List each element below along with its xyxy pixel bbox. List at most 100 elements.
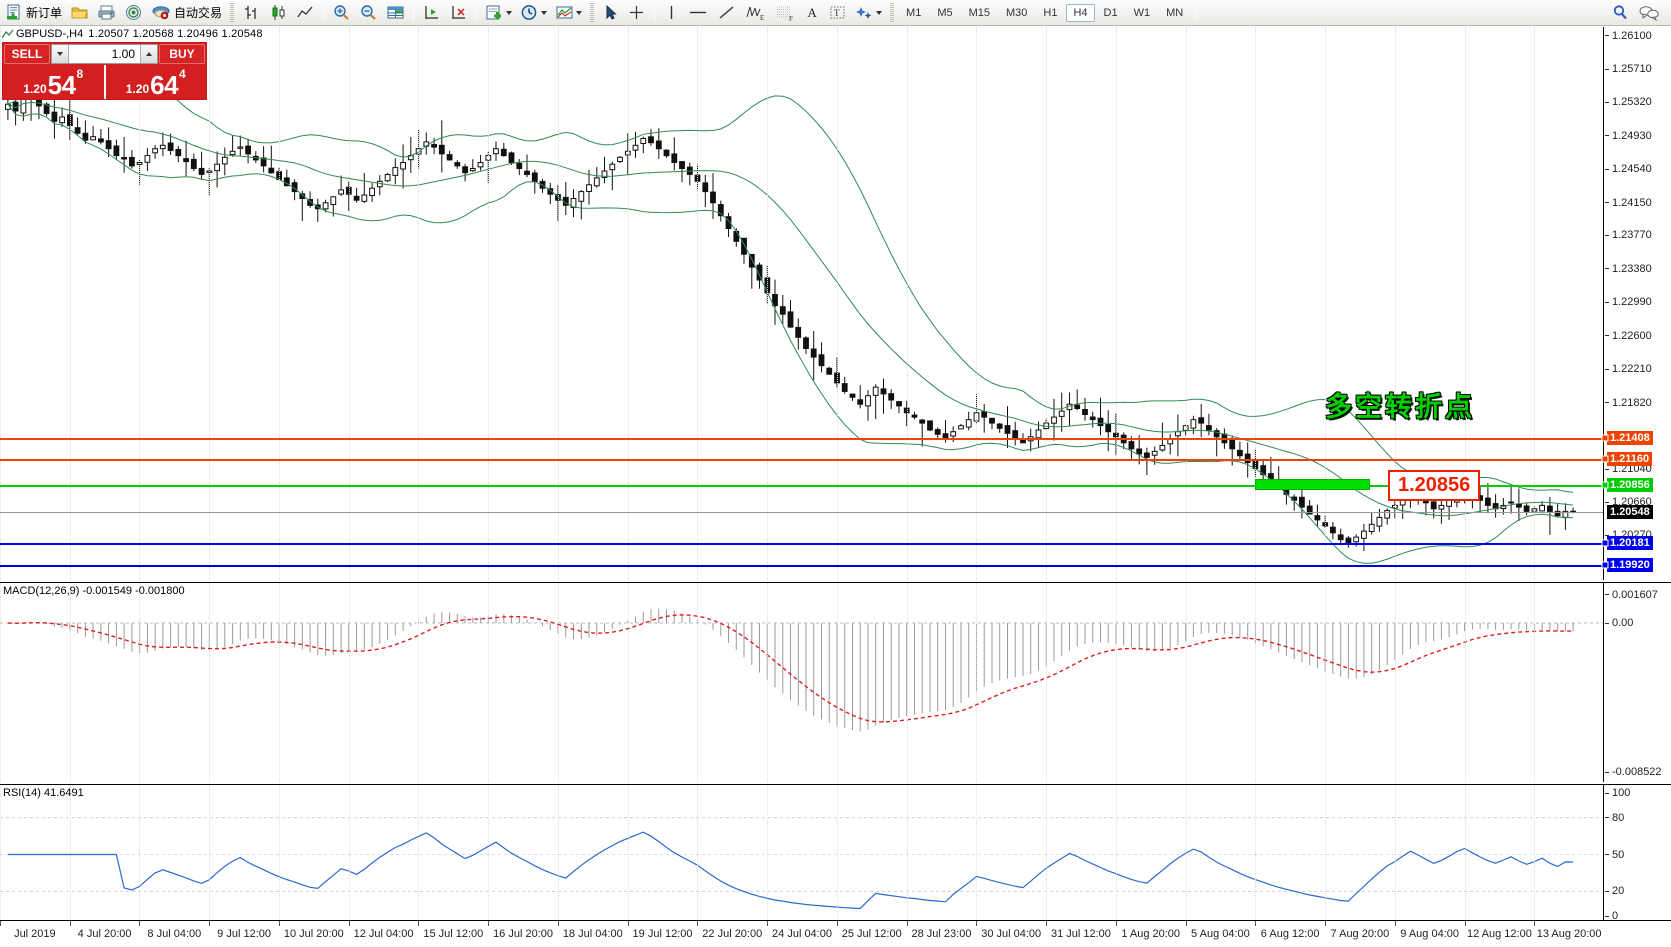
timeframe-m1[interactable]: M1: [906, 6, 922, 19]
highlight-box: [1255, 479, 1370, 491]
level-line-pivot[interactable]: [0, 485, 1603, 488]
rsi-plot[interactable]: RSI(14) 41.6491: [0, 785, 1604, 924]
buy-price-display[interactable]: 1.20 64 4: [103, 65, 207, 99]
sell-price-display[interactable]: 1.20 54 8: [3, 65, 104, 99]
vertical-gridline: [1255, 27, 1257, 580]
chart-area[interactable]: 多空转折点 1.26100 1.25710 1.25320 1.24930 1.2454…: [0, 27, 1671, 947]
period-dropdown-arrow[interactable]: [541, 10, 548, 15]
vertical-gridline: [278, 27, 280, 580]
macd-plot[interactable]: MACD(12,26,9) -0.001549 -0.001800: [0, 583, 1604, 782]
indicator-button[interactable]: [552, 2, 585, 24]
vertical-gridline: [1115, 583, 1117, 782]
time-tick-label: 4 Jul 20:00: [77, 928, 132, 940]
vertical-line-button[interactable]: [660, 2, 682, 24]
level-line-resistance[interactable]: [0, 459, 1603, 462]
new-order-label: 新订单: [26, 6, 63, 20]
autoscroll-button[interactable]: [446, 2, 471, 24]
rsi-pane[interactable]: RSI(14) 41.6491 100 80 50 20 0: [0, 784, 1671, 924]
time-tick-label: 30 Jul 04:00: [981, 928, 1042, 940]
text-button[interactable]: A: [801, 2, 823, 24]
trendline-button[interactable]: [714, 2, 739, 24]
text-label-button[interactable]: T: [825, 2, 850, 24]
print-button[interactable]: [94, 2, 119, 24]
volume-decrease-button[interactable]: [52, 45, 69, 63]
line-chart-button[interactable]: [293, 2, 318, 24]
elliott-wave-button[interactable]: E: [741, 2, 769, 24]
time-tick-mark: [418, 921, 420, 926]
period-button[interactable]: [517, 2, 550, 24]
expert-advisor-button[interactable]: 自动交易: [148, 2, 225, 24]
crosshair-button[interactable]: [624, 2, 649, 24]
vertical-gridline: [697, 27, 699, 580]
toolbar-grip-3[interactable]: [890, 3, 895, 22]
shapes-dropdown-arrow[interactable]: [876, 10, 883, 15]
zoom-in-button[interactable]: [329, 2, 354, 24]
price-pane[interactable]: 多空转折点 1.26100 1.25710 1.25320 1.24930 1.2454…: [0, 27, 1671, 580]
search-button[interactable]: [1608, 2, 1633, 24]
price-axis[interactable]: 1.26100 1.25710 1.25320 1.24930 1.24540 1.241…: [1601, 27, 1671, 580]
volume-stepper[interactable]: 1.00: [51, 44, 158, 64]
level-line-support[interactable]: [0, 543, 1603, 546]
vertical-gridline: [418, 27, 420, 580]
volume-value[interactable]: 1.00: [69, 45, 140, 63]
time-tick-mark: [1255, 921, 1257, 926]
timeframe-m5[interactable]: M5: [937, 6, 953, 19]
vertical-gridline: [1046, 583, 1048, 782]
time-axis[interactable]: Jul 2019 4 Jul 20:00 8 Jul 04:00 9 Jul 12:0…: [0, 920, 1671, 947]
buy-button[interactable]: BUY: [159, 44, 205, 64]
bar-chart-button[interactable]: [239, 2, 264, 24]
macd-pane[interactable]: MACD(12,26,9) -0.001549 -0.001800 0.0016…: [0, 582, 1671, 782]
time-tick-label: 25 Jul 12:00: [841, 928, 902, 940]
chat-button[interactable]: [1635, 2, 1663, 24]
time-tick-label: 15 Jul 12:00: [423, 928, 484, 940]
toolbar-separator-5: [1195, 3, 1197, 22]
fibonacci-button[interactable]: F: [771, 2, 799, 24]
price-chart-svg: [5, 73, 1576, 564]
level-line-support[interactable]: [0, 565, 1603, 568]
horizontal-line-button[interactable]: [684, 2, 712, 24]
timeframe-h4[interactable]: H4: [1066, 3, 1095, 22]
data-window-button[interactable]: [383, 2, 408, 24]
level-handle[interactable]: [1601, 455, 1609, 463]
chart-shift-button[interactable]: [419, 2, 444, 24]
symbol-ohlc: 1.20507 1.20568 1.20496 1.20548: [88, 28, 263, 40]
template-button[interactable]: [482, 2, 515, 24]
chart-window-icon: [2, 29, 14, 38]
toolbar-grip[interactable]: [230, 3, 235, 22]
time-tick-mark: [836, 921, 838, 926]
toolbar-separator-2: [413, 3, 415, 22]
indicator-dropdown-arrow[interactable]: [576, 10, 583, 15]
timeframe-w1[interactable]: W1: [1133, 6, 1151, 19]
autoscroll-icon: [452, 6, 466, 19]
timeframe-d1[interactable]: D1: [1103, 6, 1118, 19]
volume-increase-button[interactable]: [140, 45, 157, 63]
new-order-button[interactable]: 新订单: [3, 2, 65, 24]
template-dropdown-arrow[interactable]: [506, 10, 513, 15]
vertical-gridline: [209, 583, 211, 782]
macd-chart-svg: [0, 608, 1603, 732]
level-line-resistance[interactable]: [0, 437, 1603, 440]
text-icon: A: [807, 4, 817, 20]
zoom-out-button[interactable]: [356, 2, 381, 24]
vertical-gridline: [488, 785, 490, 924]
timeframe-m30[interactable]: M30: [1006, 6, 1028, 19]
cursor-button[interactable]: [599, 2, 622, 24]
level-handle[interactable]: [1601, 434, 1609, 442]
shapes-button[interactable]: [852, 2, 885, 24]
cursor-icon: [606, 4, 617, 20]
level-handle[interactable]: [1601, 561, 1609, 569]
price-plot[interactable]: 多空转折点: [0, 27, 1604, 580]
timeframe-m15[interactable]: M15: [968, 6, 990, 19]
time-tick-label: 24 Jul 04:00: [772, 928, 832, 940]
folder-button[interactable]: [67, 2, 92, 24]
timeframe-mn[interactable]: MN: [1166, 6, 1184, 19]
level-handle[interactable]: [1601, 481, 1609, 489]
candlestick-chart-button[interactable]: [266, 2, 291, 24]
timeframe-h1[interactable]: H1: [1043, 6, 1058, 19]
toolbar-grip-2[interactable]: [590, 3, 595, 22]
macd-tick: -0.008522: [1605, 766, 1662, 778]
level-handle[interactable]: [1601, 539, 1609, 547]
vertical-gridline: [69, 583, 71, 782]
signal-button[interactable]: [121, 2, 146, 24]
sell-button[interactable]: SELL: [4, 44, 50, 64]
